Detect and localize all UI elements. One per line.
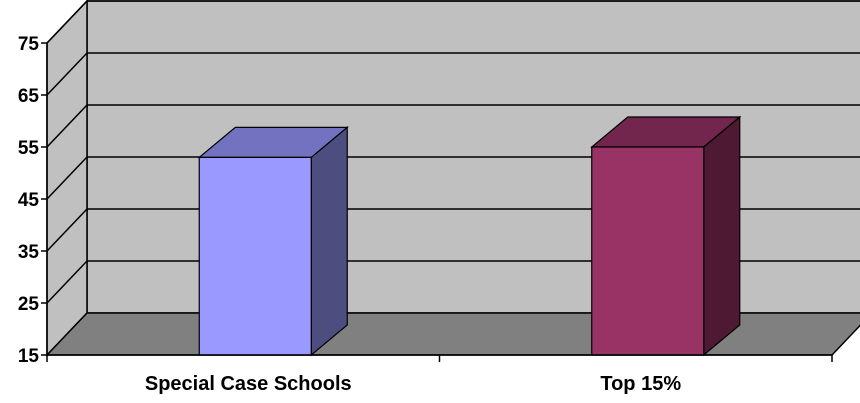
y-axis-tick-labels: 15 25 35 45 55 65 75 [18, 34, 40, 367]
bar-front-face [591, 146, 705, 356]
bar-1 [197, 126, 349, 357]
y-tick-label: 55 [18, 138, 40, 159]
gridline-side [46, 156, 88, 200]
bar-front-face [198, 156, 312, 356]
gridline-side [46, 260, 88, 304]
y-tick-label: 65 [18, 86, 40, 107]
gridline-side [46, 208, 88, 252]
x-tick-label: Top 15% [600, 373, 681, 395]
x-tick-label: Special Case Schools [145, 373, 352, 395]
axes [41, 42, 833, 362]
bar-side-face [703, 115, 741, 357]
bars [197, 115, 742, 357]
gridline-side [46, 104, 88, 148]
y-tick-label: 25 [18, 294, 40, 315]
bar-side-face [310, 126, 348, 357]
y-tick-label: 45 [18, 190, 40, 211]
gridline-side [46, 0, 88, 44]
y-tick-label: 15 [18, 346, 40, 367]
gridline-side [46, 52, 88, 96]
y-tick-label: 35 [18, 242, 40, 263]
y-tick-label: 75 [18, 34, 40, 55]
x-axis-tick-labels: Special Case Schools Top 15% [145, 373, 681, 395]
bar-2 [590, 115, 742, 357]
